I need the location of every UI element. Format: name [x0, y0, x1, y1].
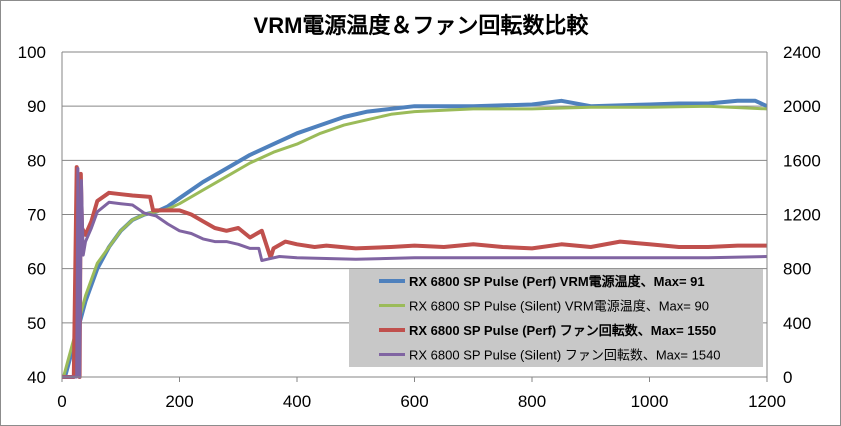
- series-layer: [62, 98, 767, 379]
- x-tick-label: 200: [165, 392, 193, 411]
- series-line-4: [62, 167, 767, 379]
- y-left-tick-label: 70: [27, 206, 46, 225]
- legend-label: RX 6800 SP Pulse (Silent) VRM電源温度、Max= 9…: [409, 299, 709, 314]
- x-tick-label: 400: [283, 392, 311, 411]
- series-line-3: [62, 165, 767, 379]
- x-tick-label: 800: [518, 392, 546, 411]
- x-tick-label: 600: [400, 392, 428, 411]
- y-left-tick-label: 60: [27, 260, 46, 279]
- legend-label: RX 6800 SP Pulse (Silent) ファン回転数、Max= 15…: [409, 348, 721, 363]
- y-right-tick-label: 0: [783, 368, 792, 387]
- y-left-tick-label: 50: [27, 314, 46, 333]
- y-left-tick-label: 80: [27, 151, 46, 170]
- x-tick-label: 0: [57, 392, 66, 411]
- x-tick-label: 1200: [748, 392, 786, 411]
- legend-label: RX 6800 SP Pulse (Perf) ファン回転数、Max= 1550: [409, 323, 716, 338]
- legend-box: [349, 269, 763, 367]
- series-line-1: [62, 98, 767, 379]
- y-left-tick-label: 100: [18, 43, 46, 62]
- y-left-tick-label: 40: [27, 368, 46, 387]
- chart-title: VRM電源温度＆ファン回転数比較: [254, 13, 590, 38]
- legend: RX 6800 SP Pulse (Perf) VRM電源温度、Max= 91 R…: [349, 269, 763, 367]
- y-right-tick-label: 800: [783, 260, 811, 279]
- x-tick-label: 1000: [631, 392, 669, 411]
- series-line-2: [62, 104, 767, 379]
- y-right-tick-label: 400: [783, 314, 811, 333]
- y-left-tick-label: 90: [27, 97, 46, 116]
- y-right-tick-label: 1600: [783, 151, 821, 170]
- y-right-tick-label: 1200: [783, 206, 821, 225]
- legend-label: RX 6800 SP Pulse (Perf) VRM電源温度、Max= 91: [409, 274, 705, 289]
- y-right-tick-label: 2000: [783, 97, 821, 116]
- y-right-tick-label: 2400: [783, 43, 821, 62]
